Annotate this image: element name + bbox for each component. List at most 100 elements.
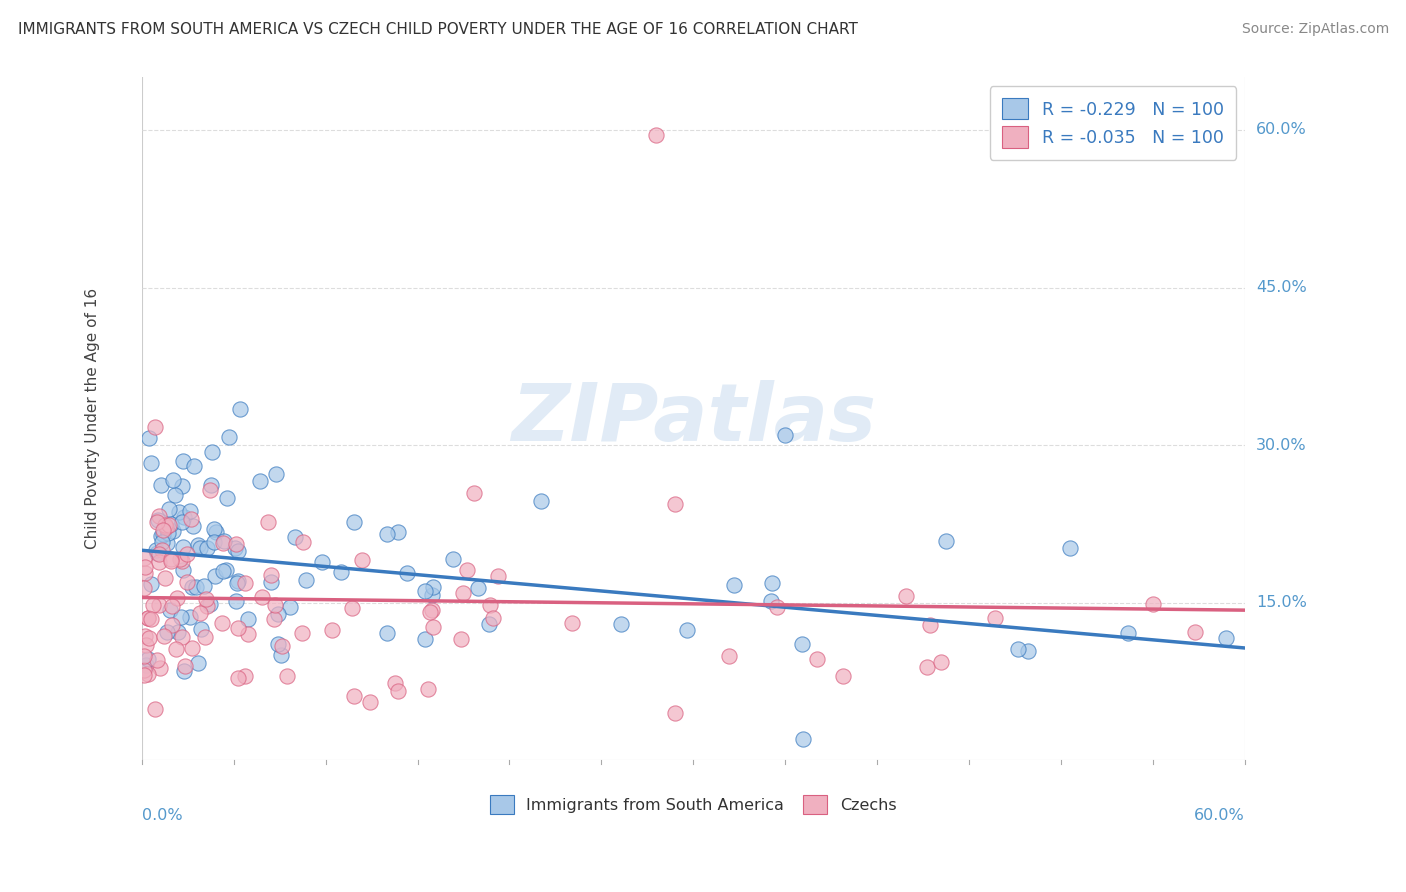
Point	[135, 657, 157, 672]
Point	[482, 611, 505, 625]
Point	[450, 632, 472, 647]
Point	[170, 554, 193, 568]
Point	[134, 629, 156, 643]
Point	[453, 586, 475, 600]
Point	[173, 664, 195, 678]
Point	[146, 653, 169, 667]
Point	[212, 564, 235, 578]
Point	[141, 456, 163, 470]
Point	[146, 513, 169, 527]
Point	[172, 540, 194, 554]
Point	[180, 511, 202, 525]
Point	[176, 574, 198, 589]
Point	[266, 637, 288, 651]
Point	[311, 555, 333, 569]
Point	[173, 510, 195, 524]
Point	[215, 491, 238, 506]
Point	[188, 541, 211, 555]
Point	[920, 618, 942, 632]
Point	[136, 652, 159, 666]
Point	[153, 517, 176, 532]
Text: 15.0%: 15.0%	[1256, 595, 1306, 610]
Point	[561, 616, 583, 631]
Point	[387, 684, 409, 698]
Point	[931, 655, 953, 669]
Point	[765, 599, 787, 614]
Point	[915, 659, 938, 673]
Point	[190, 606, 212, 620]
Point	[214, 534, 236, 549]
Point	[215, 563, 238, 577]
Point	[184, 580, 207, 594]
Point	[935, 533, 957, 548]
Point	[172, 479, 194, 493]
Point	[157, 502, 180, 516]
Point	[384, 675, 406, 690]
Point	[135, 639, 157, 653]
Point	[456, 563, 478, 577]
Point	[160, 554, 183, 568]
Point	[172, 563, 194, 577]
Point	[172, 454, 194, 468]
Point	[198, 597, 221, 611]
Point	[1007, 641, 1029, 656]
Point	[249, 474, 271, 488]
Point	[441, 552, 464, 566]
Point	[190, 622, 212, 636]
Point	[1059, 541, 1081, 556]
Point	[176, 547, 198, 561]
Point	[148, 598, 170, 612]
Point	[166, 591, 188, 606]
Point	[193, 579, 215, 593]
Point	[664, 497, 686, 511]
Point	[156, 536, 179, 550]
Point	[343, 515, 366, 529]
Point	[159, 551, 181, 566]
Point	[143, 419, 166, 434]
Point	[387, 525, 409, 540]
Text: IMMIGRANTS FROM SOUTH AMERICA VS CZECH CHILD POVERTY UNDER THE AGE OF 16 CORRELA: IMMIGRANTS FROM SOUTH AMERICA VS CZECH C…	[18, 22, 858, 37]
Point	[149, 478, 172, 492]
Point	[229, 401, 252, 416]
Point	[145, 702, 167, 716]
Point	[132, 582, 155, 596]
Point	[359, 695, 381, 709]
Point	[257, 515, 280, 529]
Point	[236, 611, 259, 625]
Legend: Immigrants from South America, Czechs: Immigrants from South America, Czechs	[484, 789, 903, 821]
Point	[187, 656, 209, 670]
Point	[170, 610, 193, 624]
Point	[200, 477, 222, 491]
Point	[179, 503, 201, 517]
Point	[160, 599, 183, 614]
Point	[422, 620, 444, 634]
Point	[415, 632, 437, 646]
Point	[330, 566, 353, 580]
Point	[271, 640, 294, 654]
Point	[295, 574, 318, 588]
Point	[645, 128, 668, 143]
Point	[152, 526, 174, 541]
Point	[202, 535, 225, 549]
Point	[167, 505, 190, 519]
Point	[145, 546, 167, 560]
Point	[160, 617, 183, 632]
Point	[132, 550, 155, 565]
Point	[675, 624, 697, 638]
Point	[226, 544, 249, 558]
Point	[479, 598, 502, 612]
Point	[717, 649, 740, 664]
Point	[134, 560, 156, 574]
Point	[413, 584, 436, 599]
Point	[132, 668, 155, 682]
Point	[418, 605, 440, 619]
Point	[226, 621, 249, 635]
Point	[486, 568, 509, 582]
Point	[170, 631, 193, 645]
Text: 60.0%: 60.0%	[1256, 122, 1306, 137]
Point	[291, 626, 314, 640]
Point	[1142, 597, 1164, 611]
Point	[418, 681, 440, 696]
Point	[195, 592, 218, 607]
Point	[664, 706, 686, 721]
